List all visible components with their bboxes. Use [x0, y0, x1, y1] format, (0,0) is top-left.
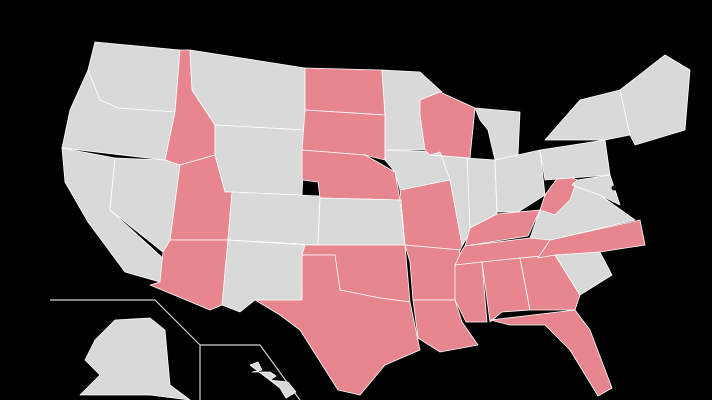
state-fl	[489, 309, 613, 397]
state-ks	[317, 197, 406, 246]
alaska-inset-border	[50, 299, 201, 400]
state-tx	[254, 254, 421, 396]
state-co	[227, 191, 321, 246]
state-hi	[249, 361, 297, 399]
state-ar	[404, 244, 461, 301]
state-ne-region	[619, 54, 691, 146]
state-oh	[494, 149, 546, 213]
state-al	[481, 257, 531, 323]
state-ak	[79, 317, 191, 400]
state-ms	[454, 261, 488, 323]
state-wy	[214, 124, 306, 196]
state-nd	[304, 67, 386, 116]
state-sd	[301, 109, 386, 161]
hawaii-inset-border	[200, 344, 301, 400]
dc-marker	[611, 185, 617, 191]
states-layer	[61, 41, 691, 400]
state-mid-atlantic	[571, 174, 621, 206]
state-nc	[537, 219, 646, 259]
